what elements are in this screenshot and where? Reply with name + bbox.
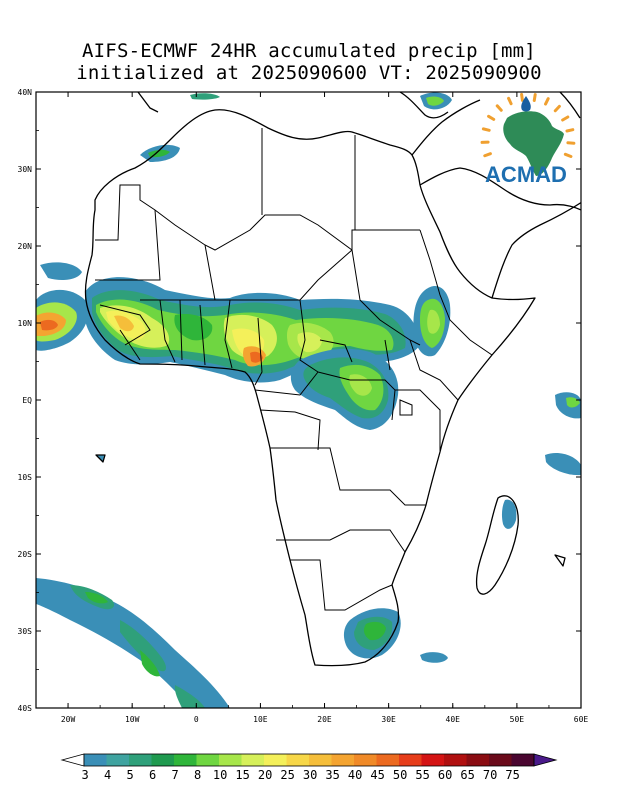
acmad-logo: ACMAD xyxy=(480,92,576,187)
colorbar-swatch xyxy=(129,754,152,766)
colorbar-swatch xyxy=(286,754,310,766)
lon-label: 20E xyxy=(317,715,332,724)
lat-label: 20N xyxy=(18,242,33,251)
sun-ray xyxy=(553,104,561,113)
sun-ray xyxy=(483,152,492,158)
lat-label: 10N xyxy=(18,319,33,328)
lon-label: 10W xyxy=(125,715,140,724)
colorbar-swatch xyxy=(264,754,287,766)
colorbar-swatch xyxy=(174,754,197,766)
sun-ray xyxy=(507,96,513,106)
country-borders xyxy=(95,128,493,611)
colorbar-label: 55 xyxy=(415,768,429,782)
sun-ray xyxy=(565,128,575,133)
lon-label: 20W xyxy=(61,715,76,724)
colorbar-frame xyxy=(83,753,535,767)
axis-ticks xyxy=(35,91,582,709)
lon-label: 30E xyxy=(381,715,396,724)
acmad-logo-text: ACMAD xyxy=(485,162,567,187)
colorbar-swatch xyxy=(151,754,175,766)
colorbar-label: 7 xyxy=(172,768,179,782)
colorbar-swatch xyxy=(331,754,355,766)
colorbar-swatch xyxy=(489,754,512,766)
chart-title-line-1: AIFS-ECMWF 24HR accumulated precip [mm] xyxy=(82,40,536,62)
sun-ray xyxy=(520,92,524,102)
longitude-labels: 20W 10W 0 10E 20E 30E 40E 50E 60E xyxy=(61,715,589,724)
colorbar-swatch xyxy=(241,754,265,766)
sun-ray xyxy=(561,115,570,122)
colorbar-label: 45 xyxy=(370,768,384,782)
colorbar-swatch xyxy=(511,754,535,766)
colorbar-label: 8 xyxy=(194,768,201,782)
colorbar-swatch xyxy=(106,754,130,766)
colorbar-label: 40 xyxy=(348,768,362,782)
lat-label: 40N xyxy=(18,88,33,97)
lon-label: 50E xyxy=(510,715,525,724)
latitude-labels: 40N 30N 20N 10N EQ 10S 20S 30S 40S xyxy=(18,88,33,713)
sun-ray xyxy=(544,97,550,106)
lat-label: 20S xyxy=(18,550,33,559)
lat-label: 30N xyxy=(18,165,33,174)
lon-label: 40E xyxy=(446,715,461,724)
lon-label: 10E xyxy=(253,715,268,724)
sun-ray xyxy=(487,114,496,121)
colorbar-swatch xyxy=(354,754,377,766)
colorbar-under-arrow xyxy=(60,753,85,767)
chart-title-line-2: initialized at 2025090600 VT: 2025090900 xyxy=(76,62,542,84)
lat-label: 30S xyxy=(18,627,33,636)
lon-label: 60E xyxy=(574,715,589,724)
colorbar-swatch xyxy=(421,754,445,766)
lon-label: 0 xyxy=(194,715,199,724)
colorbar-label: 75 xyxy=(505,768,519,782)
colorbar-swatch xyxy=(444,754,467,766)
colorbar-label: 4 xyxy=(104,768,111,782)
colorbar-label: 6 xyxy=(149,768,156,782)
sun-ray xyxy=(563,152,573,158)
colorbar: 3 4 5 6 7 8 10 15 20 25 30 35 40 45 50 55 60 65 70 75 xyxy=(60,753,558,782)
colorbar-label: 25 xyxy=(280,768,294,782)
colorbar-label: 20 xyxy=(258,768,272,782)
colorbar-label: 60 xyxy=(438,768,452,782)
colorbar-label: 35 xyxy=(325,768,339,782)
sun-ray xyxy=(481,127,491,132)
lat-label: EQ xyxy=(22,396,32,405)
colorbar-label: 5 xyxy=(127,768,134,782)
colorbar-over-arrow xyxy=(533,753,558,767)
colorbar-label: 30 xyxy=(303,768,317,782)
colorbar-swatch xyxy=(84,754,107,766)
sun-ray xyxy=(495,104,503,112)
lat-label: 10S xyxy=(18,473,33,482)
colorbar-label: 10 xyxy=(213,768,227,782)
colorbar-swatch xyxy=(466,754,490,766)
colorbar-label: 50 xyxy=(393,768,407,782)
colorbar-swatch xyxy=(219,754,242,766)
sun-ray xyxy=(532,93,537,102)
colorbar-swatch xyxy=(399,754,422,766)
colorbar-swatch xyxy=(376,754,400,766)
colorbar-label: 3 xyxy=(82,768,89,782)
colorbar-label: 15 xyxy=(235,768,249,782)
colorbar-label: 70 xyxy=(483,768,497,782)
africa-sun-logo-icon xyxy=(480,92,576,176)
colorbar-swatch xyxy=(196,754,220,766)
colorbar-swatch xyxy=(309,754,332,766)
colorbar-label: 65 xyxy=(460,768,474,782)
lat-label: 40S xyxy=(18,704,33,713)
